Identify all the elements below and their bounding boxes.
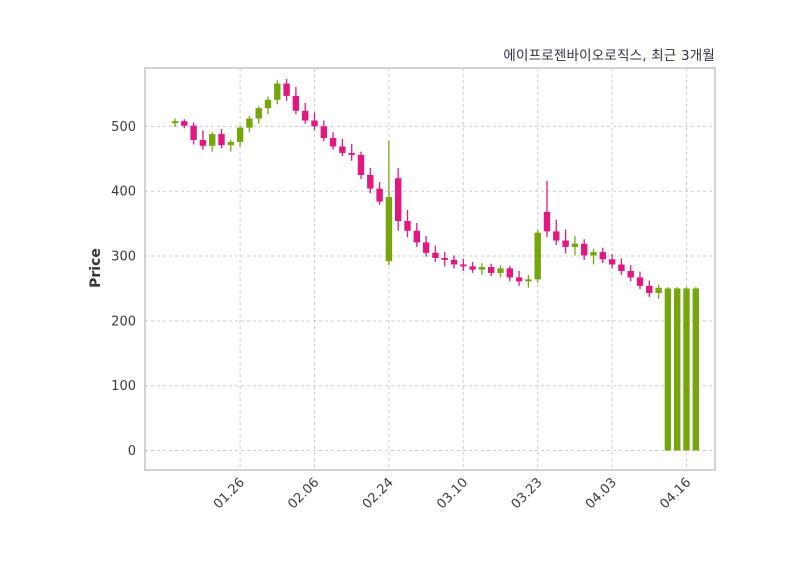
- candle-body: [283, 83, 290, 96]
- x-tick-label: 02.24: [360, 475, 397, 512]
- candle-body: [227, 141, 234, 146]
- y-axis-label: Price: [88, 248, 104, 288]
- candle-body: [515, 277, 523, 282]
- candle-body: [190, 125, 197, 140]
- candle-body: [674, 288, 681, 451]
- candle-body: [664, 288, 672, 451]
- candle-body: [404, 221, 411, 231]
- candle-body: [450, 259, 458, 265]
- y-tick-label: 200: [111, 314, 136, 329]
- x-tick-label: 02.06: [285, 475, 322, 512]
- candle-body: [497, 268, 504, 273]
- candle-body: [571, 243, 579, 247]
- candle-body: [581, 243, 588, 256]
- candle-body: [274, 83, 281, 100]
- x-tick-label: 01.26: [211, 475, 248, 512]
- x-tick-label: 03.10: [434, 475, 471, 512]
- candle-body: [348, 152, 355, 155]
- candle-body: [460, 264, 467, 267]
- candle-body: [209, 134, 216, 146]
- candle-body: [543, 211, 551, 232]
- candle-body: [376, 188, 383, 202]
- x-tick-label: 04.16: [657, 475, 694, 512]
- candle-body: [367, 174, 374, 189]
- candle-body: [171, 121, 179, 124]
- candle-body: [311, 120, 318, 127]
- candle-body: [590, 252, 597, 256]
- y-tick-label: 400: [111, 185, 136, 200]
- candle-body: [432, 252, 439, 258]
- candle-body: [525, 279, 532, 282]
- candle-body: [469, 266, 476, 270]
- candle-body: [255, 108, 262, 119]
- x-tick-label: 04.03: [583, 475, 620, 512]
- candle-body: [692, 288, 699, 451]
- candle-body: [683, 288, 690, 451]
- candle-body: [478, 267, 486, 270]
- candle-body: [488, 267, 495, 273]
- candle-body: [627, 270, 634, 278]
- candle-body: [646, 285, 653, 293]
- x-tick-label: 03.23: [509, 475, 546, 512]
- y-tick-label: 0: [128, 444, 136, 459]
- candle-body: [329, 138, 337, 147]
- y-tick-label: 500: [111, 120, 136, 135]
- candle-body: [339, 146, 346, 153]
- candle-body: [385, 197, 393, 262]
- candle-body: [236, 127, 244, 142]
- candle-body: [264, 99, 272, 109]
- candle-body: [636, 277, 644, 286]
- chart-title: 에이프로젠바이오로직스, 최근 3개월: [503, 48, 715, 64]
- plot-area: [144, 67, 716, 471]
- candle-body: [292, 95, 300, 111]
- candle-body: [553, 231, 560, 241]
- candle-body: [199, 139, 207, 146]
- candle-body: [618, 264, 625, 271]
- y-tick-label: 100: [111, 379, 136, 394]
- candle-body: [562, 240, 569, 247]
- candle-body: [506, 268, 513, 278]
- candle-body: [608, 259, 616, 265]
- candle-body: [302, 110, 309, 121]
- candle-body: [246, 118, 253, 128]
- candle-body: [422, 242, 430, 253]
- candle-body: [357, 154, 365, 175]
- candle-body: [655, 287, 662, 293]
- candle-body: [181, 121, 188, 126]
- candle-body: [534, 232, 541, 280]
- candle-body: [441, 257, 448, 260]
- candle-body: [218, 134, 225, 146]
- candle-body: [413, 230, 420, 243]
- candle-body: [320, 126, 327, 139]
- candle-body: [599, 252, 606, 260]
- y-tick-label: 300: [111, 250, 136, 265]
- candle-body: [395, 178, 402, 222]
